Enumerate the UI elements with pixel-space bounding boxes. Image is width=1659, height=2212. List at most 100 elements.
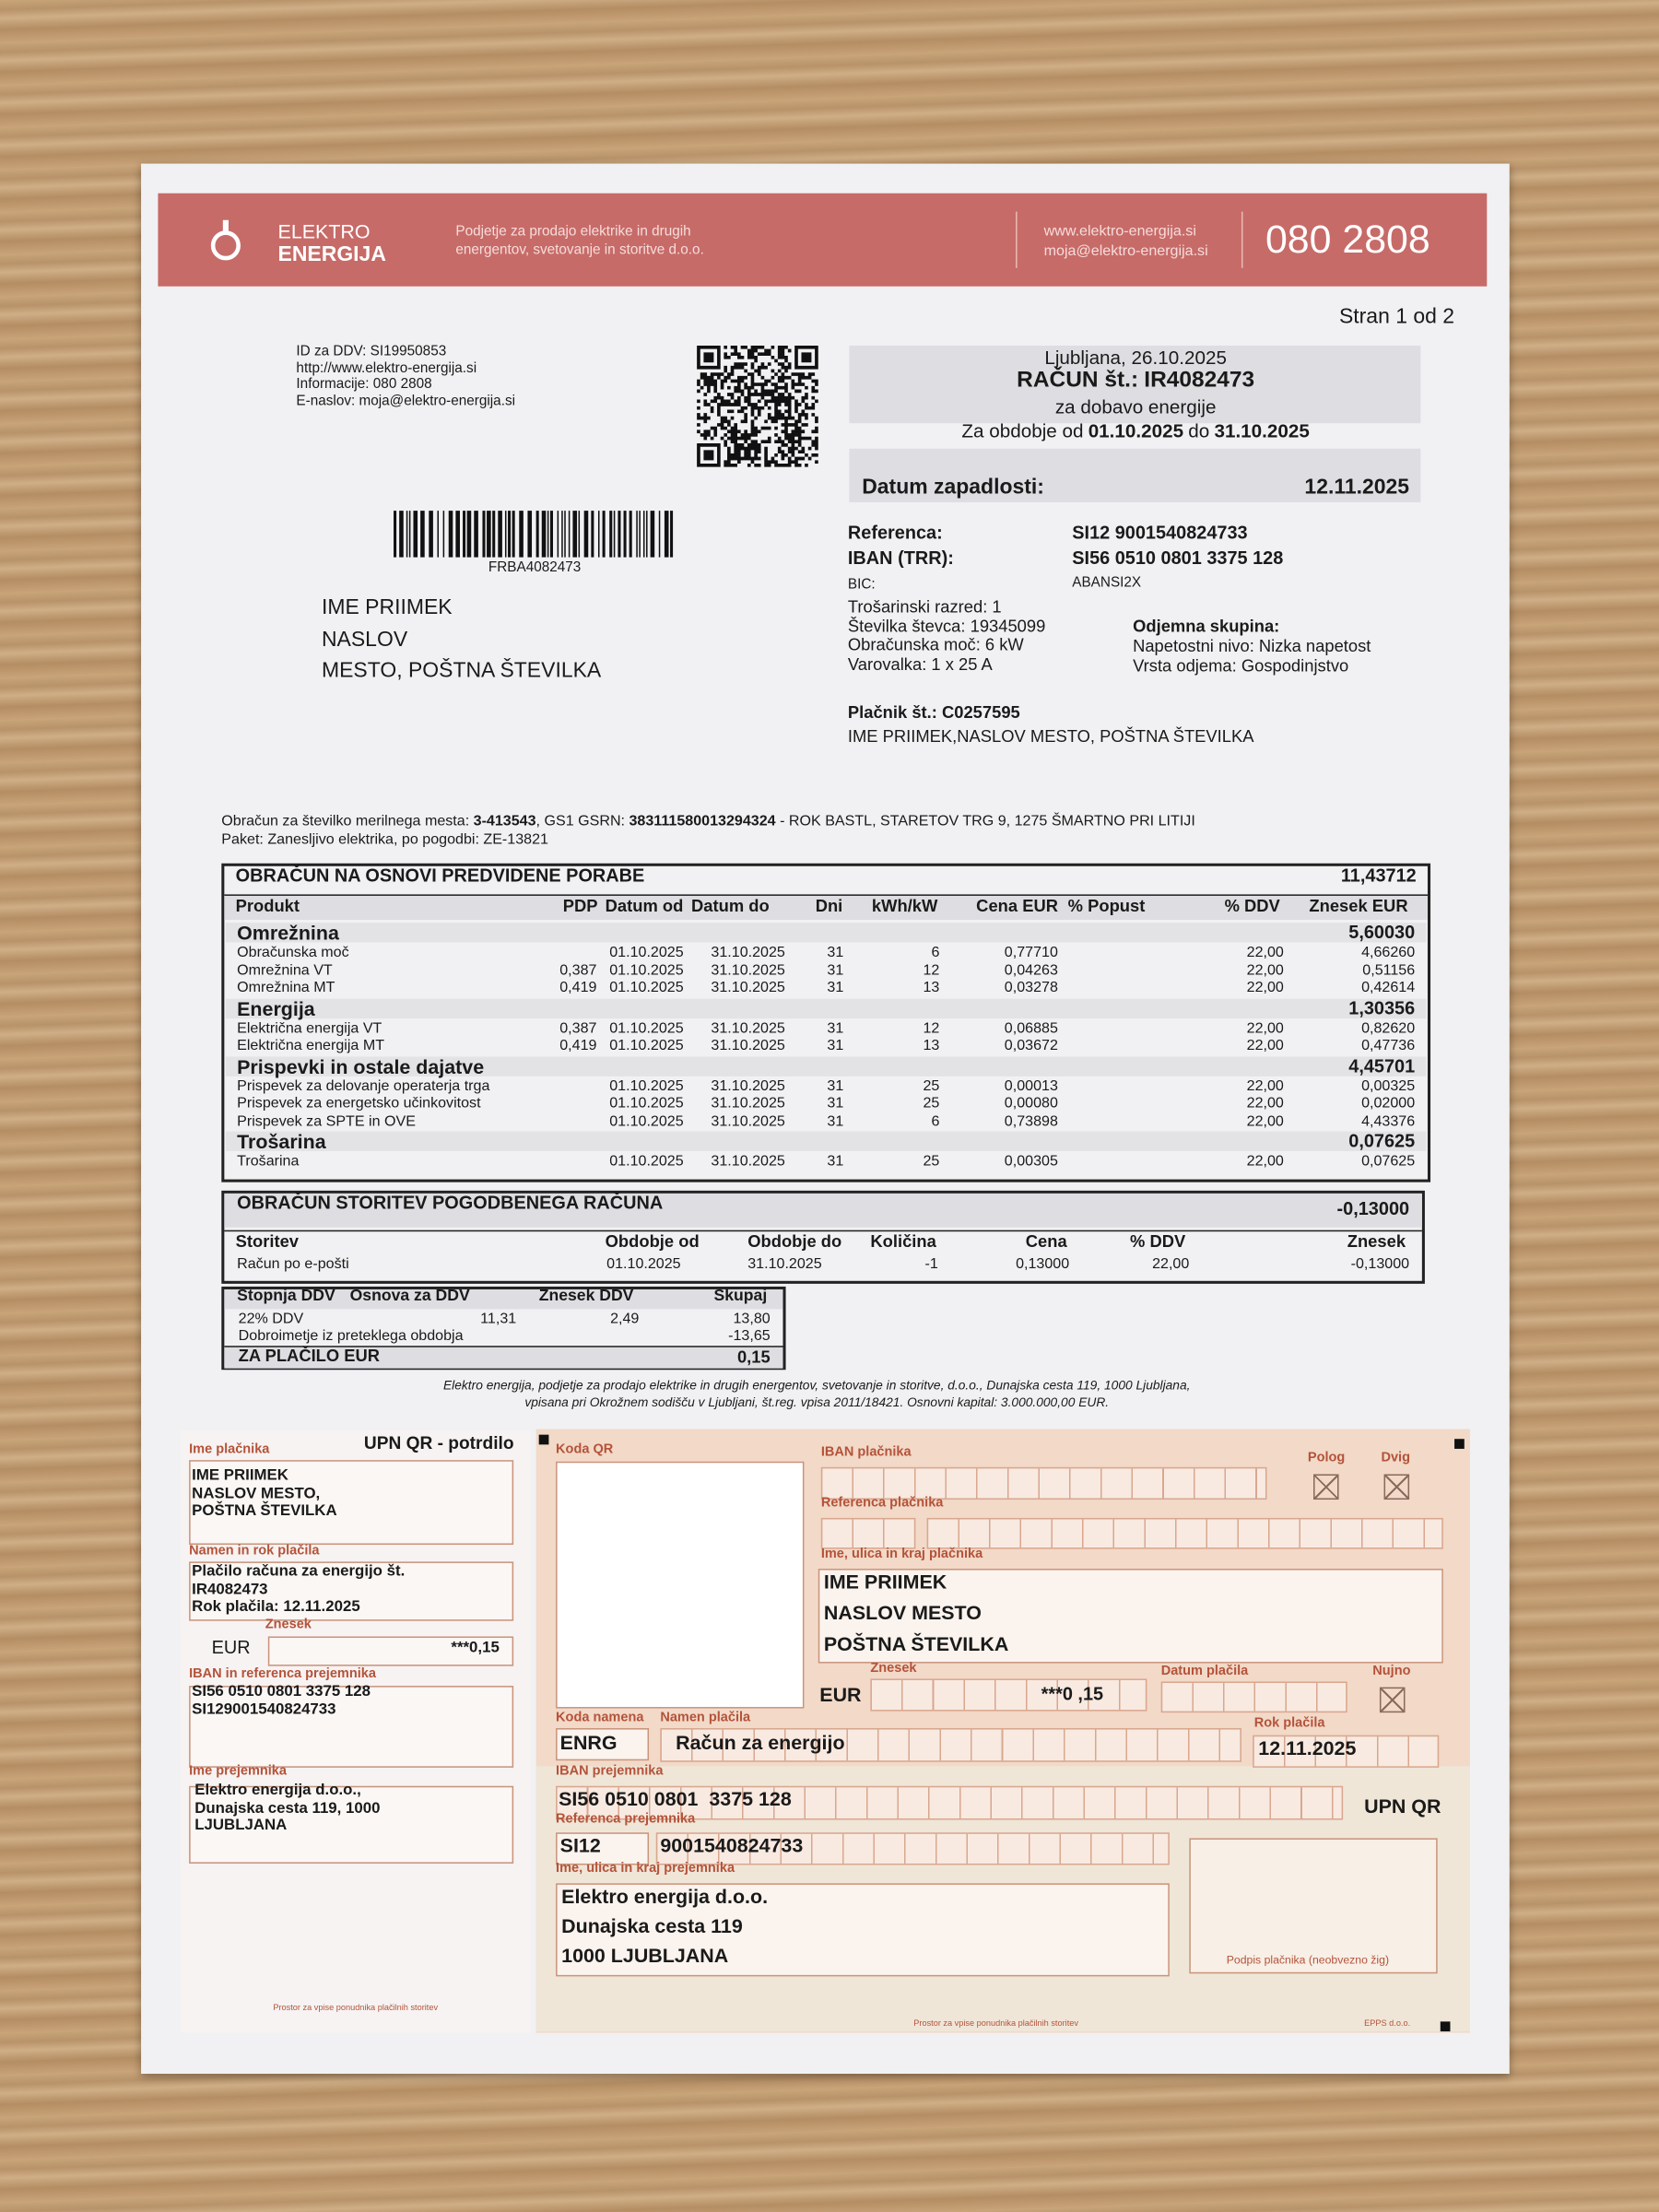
product: Omrežnina VT: [237, 961, 333, 979]
reference-model: SI12: [559, 1833, 601, 1857]
text-part: do: [1188, 420, 1210, 442]
cell: 22,00: [1246, 1036, 1284, 1054]
cell: 25: [923, 1152, 940, 1170]
input-field: [655, 1832, 1170, 1865]
bic: ABANSI2X: [1072, 575, 1142, 592]
column-header: Cena: [1025, 1231, 1067, 1252]
due-box: [849, 448, 1421, 502]
purpose: IR4082473: [192, 1581, 268, 1598]
cell: -1: [924, 1255, 938, 1273]
cell: 0,51156: [1362, 961, 1416, 979]
cell: 31.10.2025: [747, 1255, 822, 1273]
brand-name: ELEKTRO: [277, 219, 371, 243]
text-part: Za obdobje od: [961, 420, 1084, 442]
payer: IME PRIIMEK: [823, 1570, 947, 1594]
payer: POŠTNA ŠTEVILKA: [823, 1631, 1009, 1655]
group-name: Omrežnina: [237, 921, 339, 944]
qr-code: [697, 345, 818, 467]
cell: 01.10.2025: [606, 1255, 681, 1273]
cell: 13: [923, 979, 940, 996]
column-header: Znesek EUR: [1309, 895, 1408, 916]
package: Paket: Zanesljivo elektrika, po pogodbi:…: [221, 830, 548, 848]
cell: 0,00080: [1004, 1094, 1058, 1112]
recipient: Elektro energija d.o.o.,: [194, 1782, 361, 1799]
table: [221, 863, 1431, 1182]
cell: 22,00: [1246, 1152, 1284, 1170]
website: www.elektro-energija.si: [1043, 222, 1196, 241]
due-label: Datum zapadlosti:: [862, 475, 1044, 500]
corner-mark: [1440, 2021, 1451, 2032]
cell: 4,43376: [1361, 1112, 1416, 1130]
cell: 22,00: [1246, 961, 1284, 979]
receipt-title: UPN QR - potrdilo: [363, 1433, 514, 1453]
input-field: [660, 1727, 1241, 1762]
payer-number: Plačnik št.: C0257595: [847, 702, 1020, 723]
cell: 31: [827, 1152, 844, 1170]
text-part: Obračun za številko merilnega mesta:: [221, 812, 474, 830]
invoice-box: [849, 345, 1421, 424]
input-field: [870, 1678, 1147, 1712]
field-label: Ime, ulica in kraj plačnika: [820, 1546, 983, 1562]
recipient-address: MESTO, POŠTNA ŠTEVILKA: [321, 658, 602, 683]
tagline: energentov, svetovanje in storitve d.o.o…: [455, 242, 704, 259]
cell: 31.10.2025: [711, 961, 785, 979]
iban: SI56 0510 0801 3375 128: [1072, 547, 1284, 569]
cell: 01.10.2025: [609, 961, 684, 979]
credit-label: Dobroimetje iz preteklega obdobja: [238, 1327, 464, 1345]
header-band: [158, 193, 1488, 287]
cell: 01.10.2025: [609, 943, 684, 961]
reference: SI12 9001540824733: [1072, 522, 1248, 544]
cell: 22,00: [1246, 943, 1284, 961]
recipient-address: NASLOV: [321, 627, 408, 652]
email: moja@elektro-energija.si: [1043, 242, 1208, 260]
cell: 22,00: [1246, 1112, 1284, 1130]
cell: 0,00013: [1004, 1077, 1058, 1094]
cell: 31.10.2025: [711, 943, 785, 961]
page-number: Stran 1 od 2: [1338, 304, 1455, 329]
column-header: Obdobje do: [747, 1231, 842, 1252]
field-label: Ime plačnika: [189, 1441, 270, 1458]
payer-address: IME PRIIMEK,NASLOV MESTO, POŠTNA ŠTEVILK…: [847, 726, 1254, 747]
payer: IME PRIIMEK: [192, 1466, 288, 1485]
cell: 22% DDV: [238, 1310, 304, 1328]
group-total: 1,30356: [1348, 996, 1416, 1018]
total-label: ZA PLAČILO EUR: [238, 1346, 381, 1366]
input-field: [267, 1636, 514, 1666]
table-title: OBRAČUN STORITEV POGODBENEGA RAČUNA: [237, 1192, 664, 1214]
form-title: UPN QR: [1364, 1794, 1441, 1818]
iban: SI129001540824733: [192, 1700, 336, 1718]
field-label: Ime prejemnika: [189, 1763, 287, 1780]
field-label: Referenca prejemnika: [556, 1811, 696, 1828]
input-field: [556, 1727, 650, 1761]
table-total: 11,43712: [1340, 865, 1417, 887]
text-part: - ROK BASTL, STARETOV TRG 9, 1275 ŠMARTN…: [775, 812, 1195, 830]
label: BIC:: [847, 577, 876, 593]
cell: 01.10.2025: [609, 979, 684, 996]
column-header: Produkt: [235, 895, 300, 916]
amount: ***0 ,15: [1041, 1683, 1104, 1704]
text-part: RAČUN št.:: [1017, 368, 1139, 393]
field-label: Rok plačila: [1253, 1715, 1325, 1732]
cell: 0,07625: [1361, 1152, 1416, 1170]
label: Referenca:: [847, 522, 943, 544]
credit: -13,65: [728, 1327, 771, 1345]
cell: 01.10.2025: [609, 1036, 684, 1054]
input-field: [189, 1785, 514, 1864]
consumption-group: Vrsta odjema: Gospodinjstvo: [1133, 654, 1349, 676]
input-field: [189, 1561, 514, 1621]
corner-mark: [538, 1434, 549, 1445]
checkbox: [1379, 1687, 1406, 1713]
column-header: % DDV: [1224, 895, 1280, 916]
recipient: LJUBLJANA: [194, 1817, 288, 1834]
iban: SI56 0510 0801 3375 128: [192, 1683, 371, 1700]
corner-mark: [1454, 1439, 1465, 1449]
payer: NASLOV MESTO,: [192, 1484, 321, 1502]
input-field: [556, 1785, 1344, 1820]
cell: 25: [923, 1077, 940, 1094]
column-header: Datum do: [690, 895, 770, 916]
group-row: [225, 1055, 1427, 1077]
barcode: [394, 511, 674, 558]
product: Električna energija VT: [237, 1018, 382, 1037]
cell: -0,13000: [1350, 1255, 1410, 1273]
